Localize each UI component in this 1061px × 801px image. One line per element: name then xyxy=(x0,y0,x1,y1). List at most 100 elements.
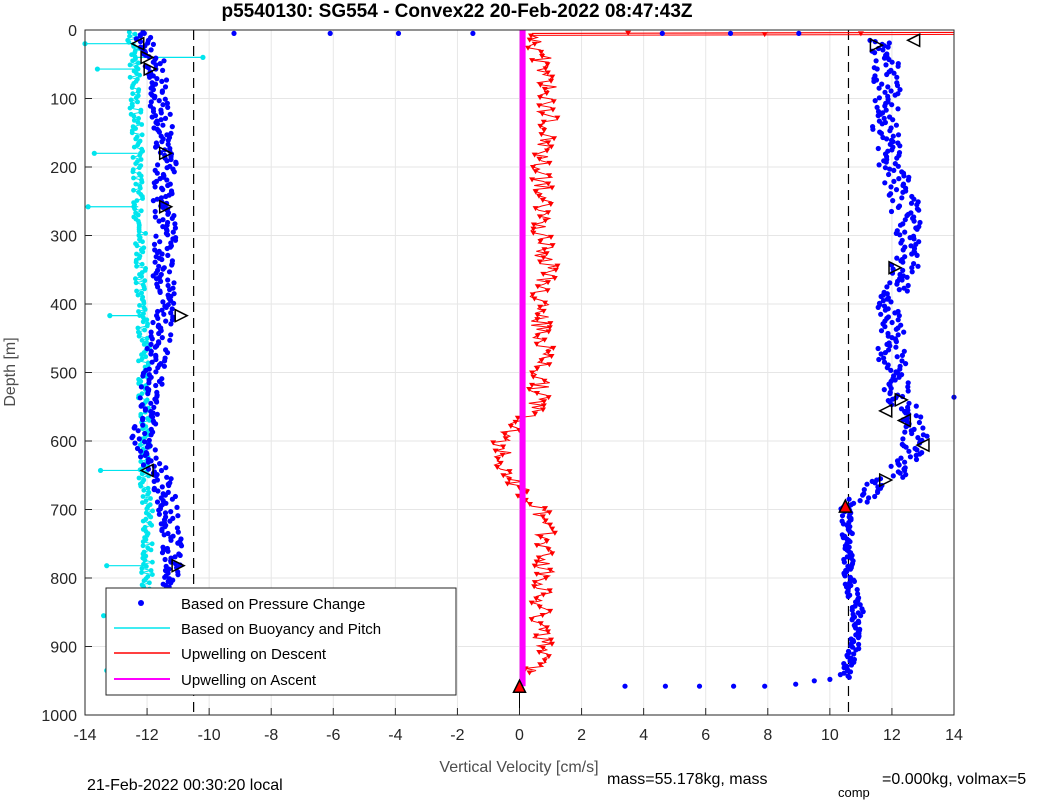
upwelling-descent-point xyxy=(541,86,548,92)
upwelling-descent-point xyxy=(546,160,553,166)
pressure-change-point xyxy=(152,447,158,453)
upwelling-descent-point xyxy=(549,551,556,557)
pressure-change-point xyxy=(159,251,165,257)
pressure-change-point xyxy=(395,30,402,36)
pressure-change-point xyxy=(906,174,912,180)
buoyancy-pitch-point xyxy=(143,354,149,360)
buoyancy-pitch-point xyxy=(139,566,145,571)
buoyancy-pitch-point xyxy=(140,319,146,325)
pressure-change-point xyxy=(891,373,897,379)
pressure-change-point xyxy=(157,289,163,295)
upwelling-descent-point xyxy=(551,530,558,536)
pressure-change-point xyxy=(895,317,901,323)
buoyancy-pitch-point xyxy=(137,303,142,308)
pressure-change-point xyxy=(155,308,161,315)
upwelling-descent-point xyxy=(501,432,508,438)
pressure-change-point xyxy=(883,62,889,68)
pressure-change-point xyxy=(900,181,907,187)
pressure-change-point xyxy=(165,141,171,147)
pressure-change-point xyxy=(880,47,886,53)
pressure-change-point xyxy=(161,311,167,317)
pressure-change-point xyxy=(148,341,154,347)
pressure-change-point xyxy=(168,509,174,515)
upwelling-descent-point xyxy=(544,70,551,76)
pressure-change-point xyxy=(899,237,905,243)
buoyancy-pitch-point xyxy=(131,113,137,119)
upwelling-descent-point xyxy=(548,144,555,150)
pressure-change-point xyxy=(151,241,158,247)
upwelling-descent-point xyxy=(549,74,556,80)
pressure-change-point xyxy=(896,203,903,209)
pressure-change-point xyxy=(157,239,163,245)
x-tick-label: 6 xyxy=(701,727,710,744)
buoyancy-pitch-point xyxy=(139,261,145,267)
pressure-change-point xyxy=(886,40,892,46)
upwelling-descent-point xyxy=(547,608,554,614)
pressure-change-point xyxy=(884,51,890,57)
upwelling-descent-point xyxy=(492,448,499,454)
pressure-change-point xyxy=(894,354,900,360)
pressure-change-point xyxy=(163,304,169,310)
upwelling-descent-point xyxy=(528,617,535,623)
pressure-change-point xyxy=(914,206,921,212)
pressure-change-point xyxy=(911,426,917,432)
pressure-change-point xyxy=(878,328,885,334)
pressure-change-point xyxy=(846,496,852,502)
pressure-change-point xyxy=(178,543,185,549)
pressure-change-point xyxy=(885,330,891,337)
buoyancy-pitch-point xyxy=(137,153,143,158)
pressure-change-point xyxy=(171,300,177,306)
pressure-change-point xyxy=(155,488,161,494)
pressure-change-point xyxy=(153,356,159,363)
pressure-change-point xyxy=(877,129,883,135)
pressure-change-point xyxy=(160,67,166,73)
upwelling-descent-point xyxy=(544,148,551,154)
buoyancy-pitch-point xyxy=(137,442,143,448)
upwelling-descent-point xyxy=(546,588,553,594)
pressure-change-point xyxy=(915,435,921,441)
marker-right-triangle xyxy=(143,61,158,77)
pressure-change-point xyxy=(162,492,168,498)
pressure-change-point xyxy=(174,504,180,510)
upwelling-descent-point xyxy=(544,62,551,68)
pressure-change-point xyxy=(893,187,900,193)
pressure-change-point xyxy=(896,150,903,156)
marker-right-triangle xyxy=(878,472,894,488)
reference-lines xyxy=(193,30,850,715)
upwelling-descent-point xyxy=(540,308,547,314)
pressure-change-point xyxy=(158,521,164,527)
upwelling-descent-point xyxy=(494,465,501,471)
pressure-change-point xyxy=(164,350,171,356)
y-tick-label: 1000 xyxy=(41,708,77,725)
upwelling-descent-point xyxy=(541,658,548,664)
buoyancy-pitch-point xyxy=(135,120,141,125)
pressure-change-point xyxy=(160,224,166,230)
upwelling-descent-point xyxy=(535,555,542,561)
pressure-change-point xyxy=(150,319,156,326)
upwelling-descent-point xyxy=(545,181,552,187)
pressure-change-point xyxy=(150,41,156,48)
pressure-change-point xyxy=(152,208,158,215)
upwelling-descent-point xyxy=(506,469,513,475)
upwelling-descent-point xyxy=(546,173,553,179)
pressure-change-point xyxy=(864,481,870,487)
upwelling-descent-point xyxy=(554,263,561,269)
upwelling-descent-point xyxy=(540,403,547,409)
marker-left-triangle xyxy=(878,403,893,419)
pressure-change-point xyxy=(731,683,737,689)
buoyancy-pitch-point xyxy=(94,66,101,72)
pressure-change-point xyxy=(158,467,165,474)
pressure-change-point xyxy=(902,254,908,260)
pressure-change-point xyxy=(902,429,908,435)
upwelling-descent-point xyxy=(545,329,552,335)
pressure-change-point xyxy=(887,280,893,286)
pressure-change-point xyxy=(132,440,138,446)
pressure-change-point xyxy=(158,195,164,201)
buoyancy-pitch-point xyxy=(142,286,147,292)
upwelling-descent-point xyxy=(514,415,521,421)
pressure-change-point xyxy=(145,391,151,397)
pressure-change-point xyxy=(851,500,857,506)
pressure-change-point xyxy=(888,137,895,143)
pressure-change-point xyxy=(150,87,156,93)
upwelling-descent-point xyxy=(538,358,545,364)
